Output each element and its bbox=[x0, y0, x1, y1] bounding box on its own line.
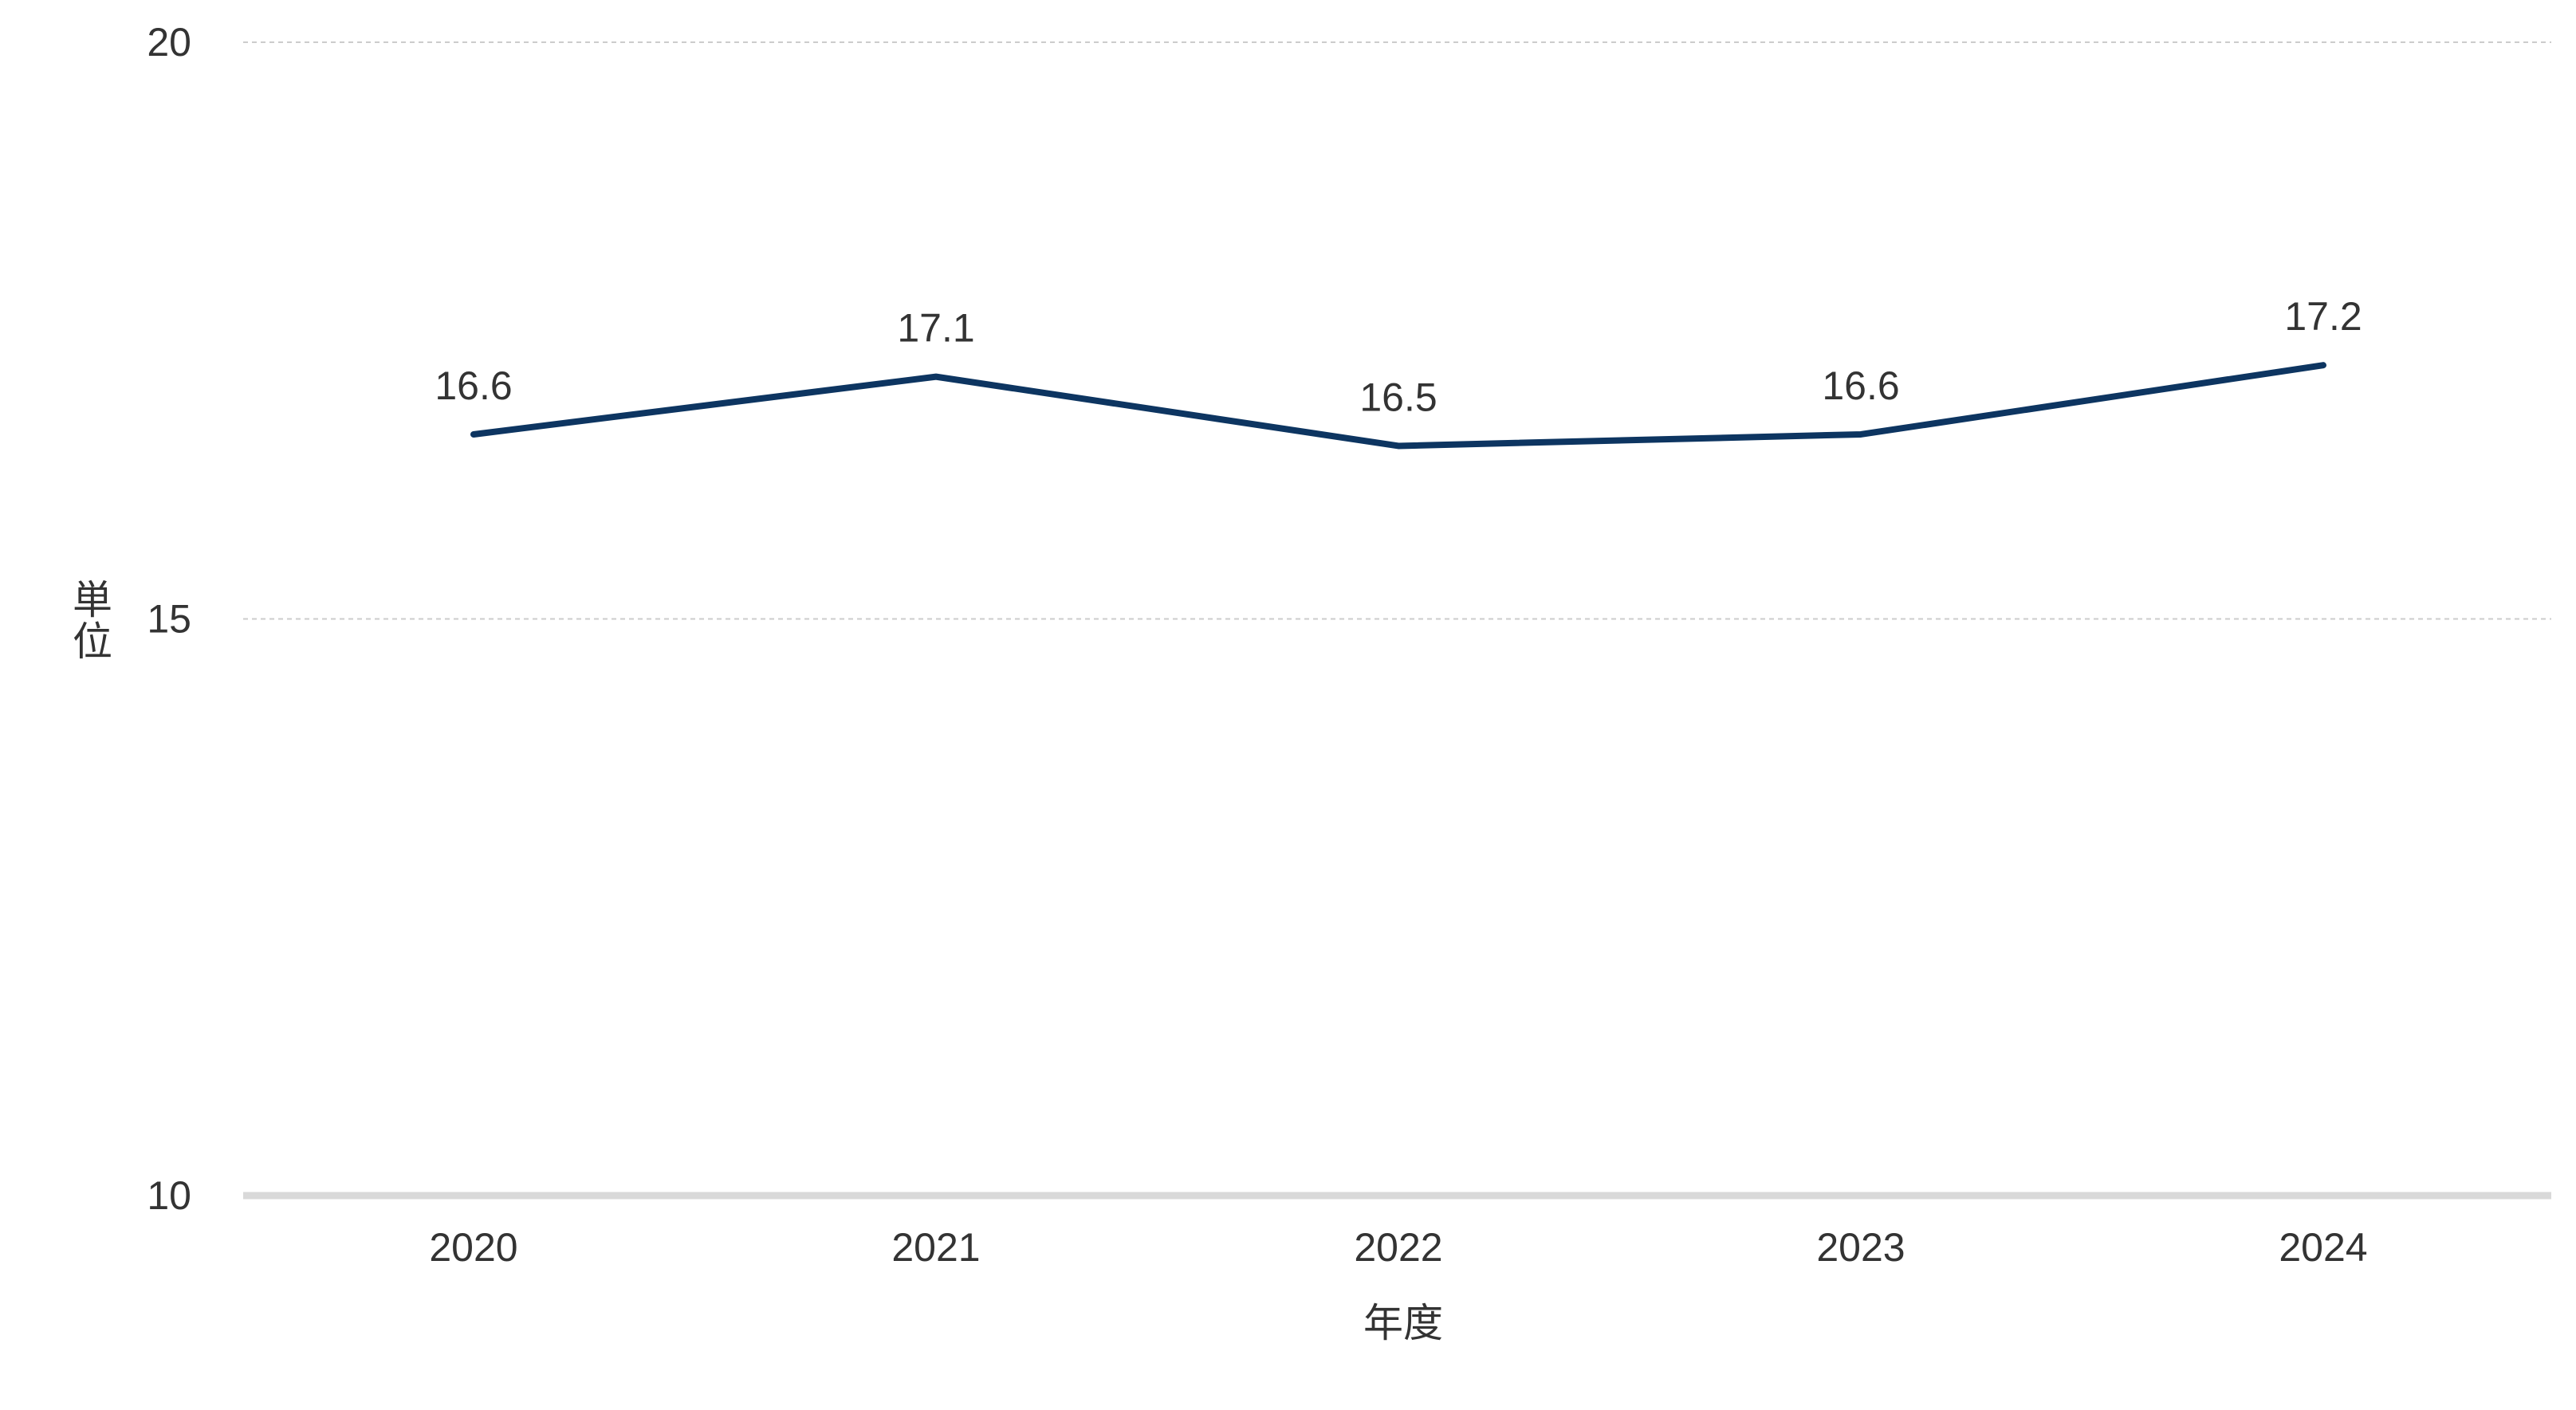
gridlines bbox=[243, 41, 2551, 620]
data-labels: 16.6 17.1 16.5 16.6 17.2 bbox=[435, 294, 2362, 419]
x-tick-label-2022: 2022 bbox=[1354, 1225, 1442, 1270]
y-axis-title: 単 位 bbox=[73, 578, 112, 664]
y-tick-label-15: 15 bbox=[147, 597, 191, 642]
data-label-2024: 17.2 bbox=[2284, 294, 2362, 339]
data-label-2023: 16.6 bbox=[1822, 363, 1899, 408]
y-axis-title-char-1: 単 bbox=[73, 578, 112, 623]
x-tick-label-2024: 2024 bbox=[2279, 1225, 2367, 1270]
x-tick-label-2020: 2020 bbox=[429, 1225, 517, 1270]
y-tick-label-20: 20 bbox=[147, 20, 191, 65]
series bbox=[470, 362, 2326, 450]
y-tick-label-10: 10 bbox=[147, 1173, 191, 1218]
x-tick-label-2023: 2023 bbox=[1816, 1225, 1905, 1270]
x-axis-ticks: 2020 2021 2022 2023 2024 bbox=[429, 1225, 2367, 1270]
series-line-0 bbox=[470, 362, 2326, 450]
data-label-2021: 17.1 bbox=[897, 306, 974, 351]
x-tick-label-2021: 2021 bbox=[891, 1225, 980, 1270]
x-axis-title: 年度 bbox=[1363, 1301, 1443, 1345]
data-label-2020: 16.6 bbox=[435, 363, 512, 408]
y-axis-ticks: 10 15 20 bbox=[147, 20, 191, 1218]
data-label-2022: 16.5 bbox=[1359, 375, 1437, 419]
y-axis-title-char-2: 位 bbox=[73, 619, 112, 664]
